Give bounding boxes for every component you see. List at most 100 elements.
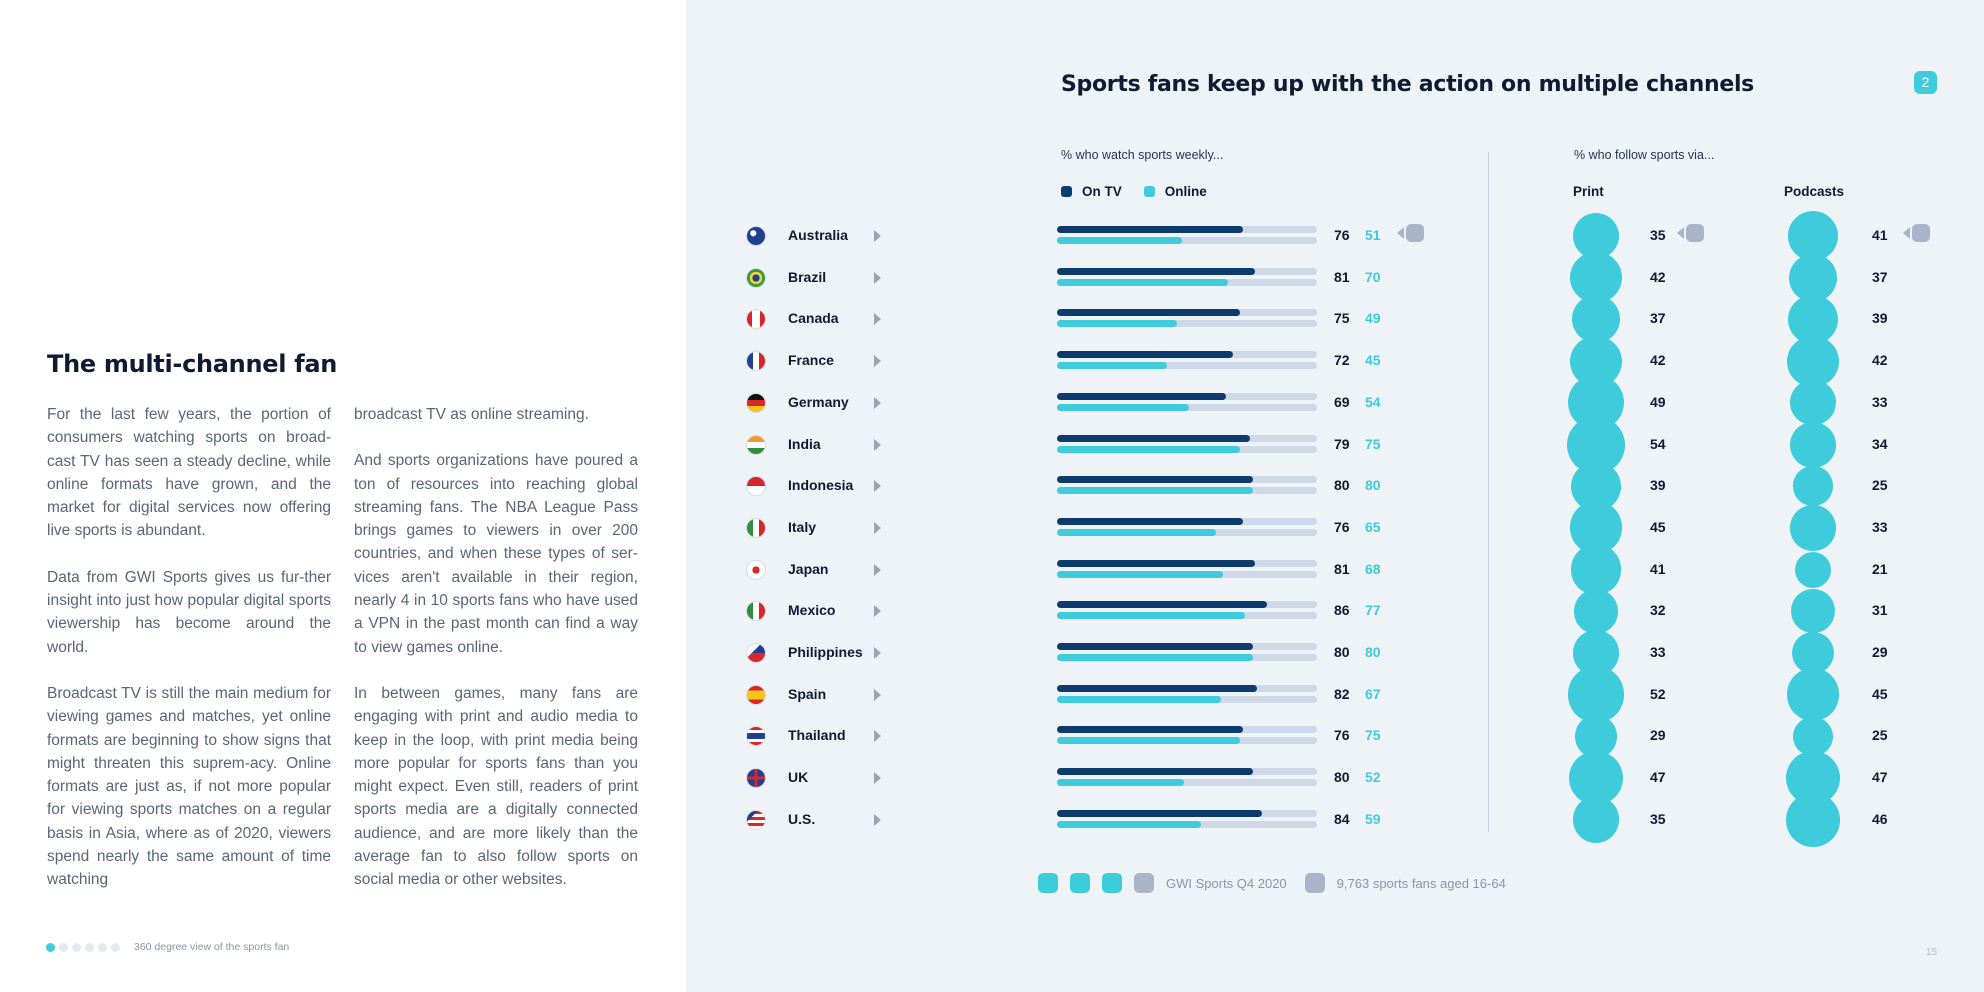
bar-tv-track — [1057, 309, 1317, 317]
bubble-print[interactable] — [1572, 796, 1620, 844]
bar-online-track — [1057, 612, 1317, 620]
chart-type-icon[interactable] — [1038, 873, 1058, 893]
bar-online[interactable] — [1057, 487, 1253, 495]
bubble-print[interactable] — [1568, 751, 1624, 806]
expand-chevron-icon[interactable] — [874, 813, 881, 826]
bar-tv[interactable] — [1057, 434, 1251, 442]
bar-online[interactable] — [1057, 320, 1177, 328]
expand-chevron-icon[interactable] — [874, 396, 881, 409]
bar-online[interactable] — [1057, 278, 1229, 286]
value-print: 35 — [1650, 810, 1666, 827]
bubble-print[interactable] — [1574, 715, 1618, 758]
bar-tv[interactable] — [1057, 601, 1268, 609]
bar-online[interactable] — [1057, 820, 1202, 828]
pager-dot[interactable] — [98, 943, 107, 952]
info-tag-podcasts[interactable] — [1903, 224, 1930, 242]
bar-online[interactable] — [1057, 403, 1189, 411]
bar-tv[interactable] — [1057, 309, 1241, 317]
value-tv: 79 — [1334, 435, 1350, 452]
bubble-podcasts[interactable] — [1791, 631, 1835, 675]
expand-chevron-icon[interactable] — [874, 730, 881, 743]
info-tag-print[interactable] — [1677, 224, 1704, 242]
country-label: UK — [788, 769, 809, 786]
expand-chevron-icon[interactable] — [874, 355, 881, 368]
bar-tv[interactable] — [1057, 726, 1243, 734]
bubble-podcasts[interactable] — [1791, 589, 1835, 634]
value-podcasts: 39 — [1872, 310, 1888, 327]
bubble-podcasts[interactable] — [1790, 380, 1836, 426]
country-row: Italy 76 65 45 33 — [0, 501, 1984, 555]
bar-tv[interactable] — [1057, 643, 1253, 650]
expand-chevron-icon[interactable] — [874, 438, 881, 451]
value-podcasts: 21 — [1872, 560, 1888, 577]
bubble-podcasts[interactable] — [1787, 335, 1839, 387]
bar-tv[interactable] — [1057, 226, 1243, 233]
bar-tv[interactable] — [1057, 267, 1255, 275]
bubble-print[interactable] — [1571, 295, 1620, 344]
expand-chevron-icon[interactable] — [874, 230, 881, 242]
value-tv: 80 — [1334, 477, 1350, 494]
bubble-print[interactable] — [1573, 588, 1619, 634]
bubble-podcasts[interactable] — [1794, 551, 1832, 588]
pager-dot[interactable] — [46, 943, 55, 952]
bubble-podcasts[interactable] — [1788, 253, 1837, 302]
page-badge[interactable]: 2 — [1914, 71, 1937, 94]
expand-chevron-icon[interactable] — [874, 688, 881, 701]
filter-icon[interactable] — [1070, 873, 1090, 893]
expand-chevron-icon[interactable] — [874, 313, 881, 326]
bubble-print[interactable] — [1570, 252, 1622, 304]
bar-online[interactable] — [1057, 779, 1185, 787]
value-online: 65 — [1365, 518, 1381, 535]
flag-icon — [746, 517, 766, 538]
bubble-podcasts[interactable] — [1793, 716, 1833, 757]
bar-online[interactable] — [1057, 528, 1216, 536]
bar-online[interactable] — [1057, 362, 1167, 370]
footer-label: 360 degree view of the sports fan — [134, 941, 290, 953]
expand-chevron-icon[interactable] — [874, 480, 881, 493]
bar-tv[interactable] — [1057, 517, 1243, 525]
bubble-podcasts[interactable] — [1787, 210, 1839, 262]
value-print: 47 — [1650, 769, 1666, 786]
bubble-print[interactable] — [1567, 666, 1625, 724]
bubble-podcasts[interactable] — [1789, 421, 1836, 468]
bar-tv[interactable] — [1057, 809, 1263, 817]
expand-chevron-icon[interactable] — [874, 271, 881, 284]
bubble-podcasts[interactable] — [1790, 505, 1836, 551]
bar-online[interactable] — [1057, 654, 1253, 661]
pager-dot[interactable] — [111, 943, 120, 952]
value-online: 49 — [1365, 310, 1381, 327]
bar-tv[interactable] — [1057, 684, 1258, 692]
bar-tv[interactable] — [1057, 559, 1255, 567]
bubble-podcasts[interactable] — [1793, 466, 1833, 506]
bubble-podcasts[interactable] — [1786, 793, 1840, 847]
expand-chevron-icon[interactable] — [874, 772, 881, 785]
pager-dot[interactable] — [85, 943, 94, 952]
bubble-print[interactable] — [1572, 212, 1620, 260]
bar-tv[interactable] — [1057, 351, 1233, 359]
bar-online[interactable] — [1057, 237, 1182, 244]
expand-chevron-icon[interactable] — [874, 647, 881, 659]
country-row: Canada 75 49 37 39 — [0, 294, 1984, 345]
value-podcasts: 47 — [1872, 769, 1888, 786]
bar-online-track — [1057, 737, 1317, 745]
bubble-podcasts[interactable] — [1786, 668, 1840, 722]
bar-online[interactable] — [1057, 695, 1221, 703]
bar-tv[interactable] — [1057, 392, 1226, 400]
pager-dot[interactable] — [59, 943, 68, 952]
expand-chevron-icon[interactable] — [874, 563, 881, 576]
bar-online[interactable] — [1057, 612, 1246, 620]
info-tag-watch[interactable] — [1397, 224, 1424, 242]
bar-online[interactable] — [1057, 570, 1224, 578]
expand-chevron-icon[interactable] — [874, 605, 881, 618]
bar-online[interactable] — [1057, 737, 1241, 745]
info-icon — [1406, 224, 1424, 242]
bar-tv[interactable] — [1057, 768, 1253, 776]
bar-tv[interactable] — [1057, 476, 1253, 484]
pager-dots[interactable] — [46, 943, 120, 952]
value-tv: 81 — [1334, 560, 1350, 577]
pager-dot[interactable] — [72, 943, 81, 952]
expand-chevron-icon[interactable] — [874, 521, 881, 534]
download-icon[interactable] — [1102, 873, 1122, 893]
bar-online[interactable] — [1057, 445, 1241, 453]
bubble-print[interactable] — [1570, 544, 1622, 595]
